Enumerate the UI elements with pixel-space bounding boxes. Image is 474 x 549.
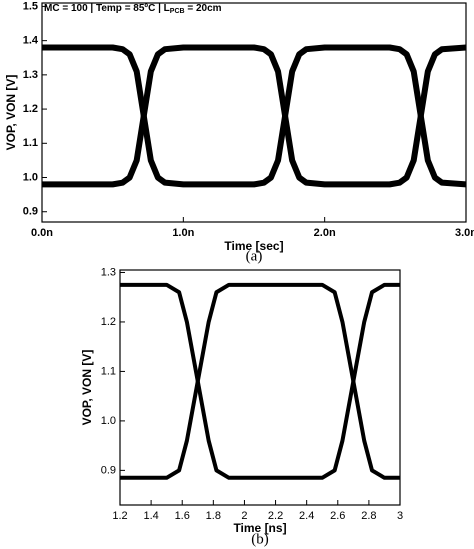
trace [42, 44, 467, 188]
x-tick-label: 2.6 [330, 510, 345, 522]
x-tick-label: 1.2 [112, 510, 127, 522]
y-tick-label: 1.1 [23, 137, 38, 149]
trace [42, 44, 467, 188]
x-tick-label: 3.0n [455, 227, 474, 239]
x-tick-label: 2.2 [268, 510, 283, 522]
y-tick-label: 1.0 [101, 415, 116, 427]
title-subscript: PCB [170, 8, 185, 15]
y-axis-label: VOP, VON [V] [4, 75, 18, 151]
y-tick-label: 1.2 [23, 103, 38, 115]
x-tick-label: 3 [397, 510, 403, 522]
y-tick-label: 1.5 [23, 0, 38, 12]
y-tick-label: 1.3 [101, 266, 116, 278]
x-tick-label: 1.6 [175, 510, 190, 522]
y-axis-label: VOP, VON [V] [80, 350, 94, 426]
y-tick-label: 1.2 [101, 316, 116, 328]
y-tick-label: 1.0 [23, 171, 38, 183]
caption: (a) [246, 248, 263, 264]
x-tick-label: 2.8 [361, 510, 376, 522]
x-tick-label: 2.0n [314, 227, 336, 239]
x-axis-label: Time [sec] [224, 239, 283, 253]
title-text: = 20cm [185, 3, 222, 14]
caption: (b) [251, 531, 269, 547]
title-text: MC = 100 | Temp = 85ºC | L [44, 3, 170, 14]
chart-title: MC = 100 | Temp = 85ºC | LPCB = 20cm [44, 3, 222, 15]
x-tick-label: 1.8 [206, 510, 221, 522]
y-tick-label: 0.9 [23, 206, 38, 218]
x-tick-label: 1.4 [143, 510, 158, 522]
y-tick-label: 1.1 [101, 365, 116, 377]
x-tick-label: 0.0n [31, 227, 53, 239]
trace [120, 282, 400, 480]
x-tick-label: 2.4 [299, 510, 314, 522]
plot-frame [119, 269, 401, 506]
y-tick-label: 1.3 [23, 69, 38, 81]
x-tick-label: 1.0n [172, 227, 194, 239]
y-tick-label: 0.9 [101, 464, 116, 476]
x-axis-label: Time [ns] [233, 521, 286, 535]
trace [120, 282, 400, 480]
y-tick-label: 1.4 [23, 35, 39, 47]
plot-frame [41, 2, 467, 223]
x-tick-label: 2 [241, 510, 247, 522]
